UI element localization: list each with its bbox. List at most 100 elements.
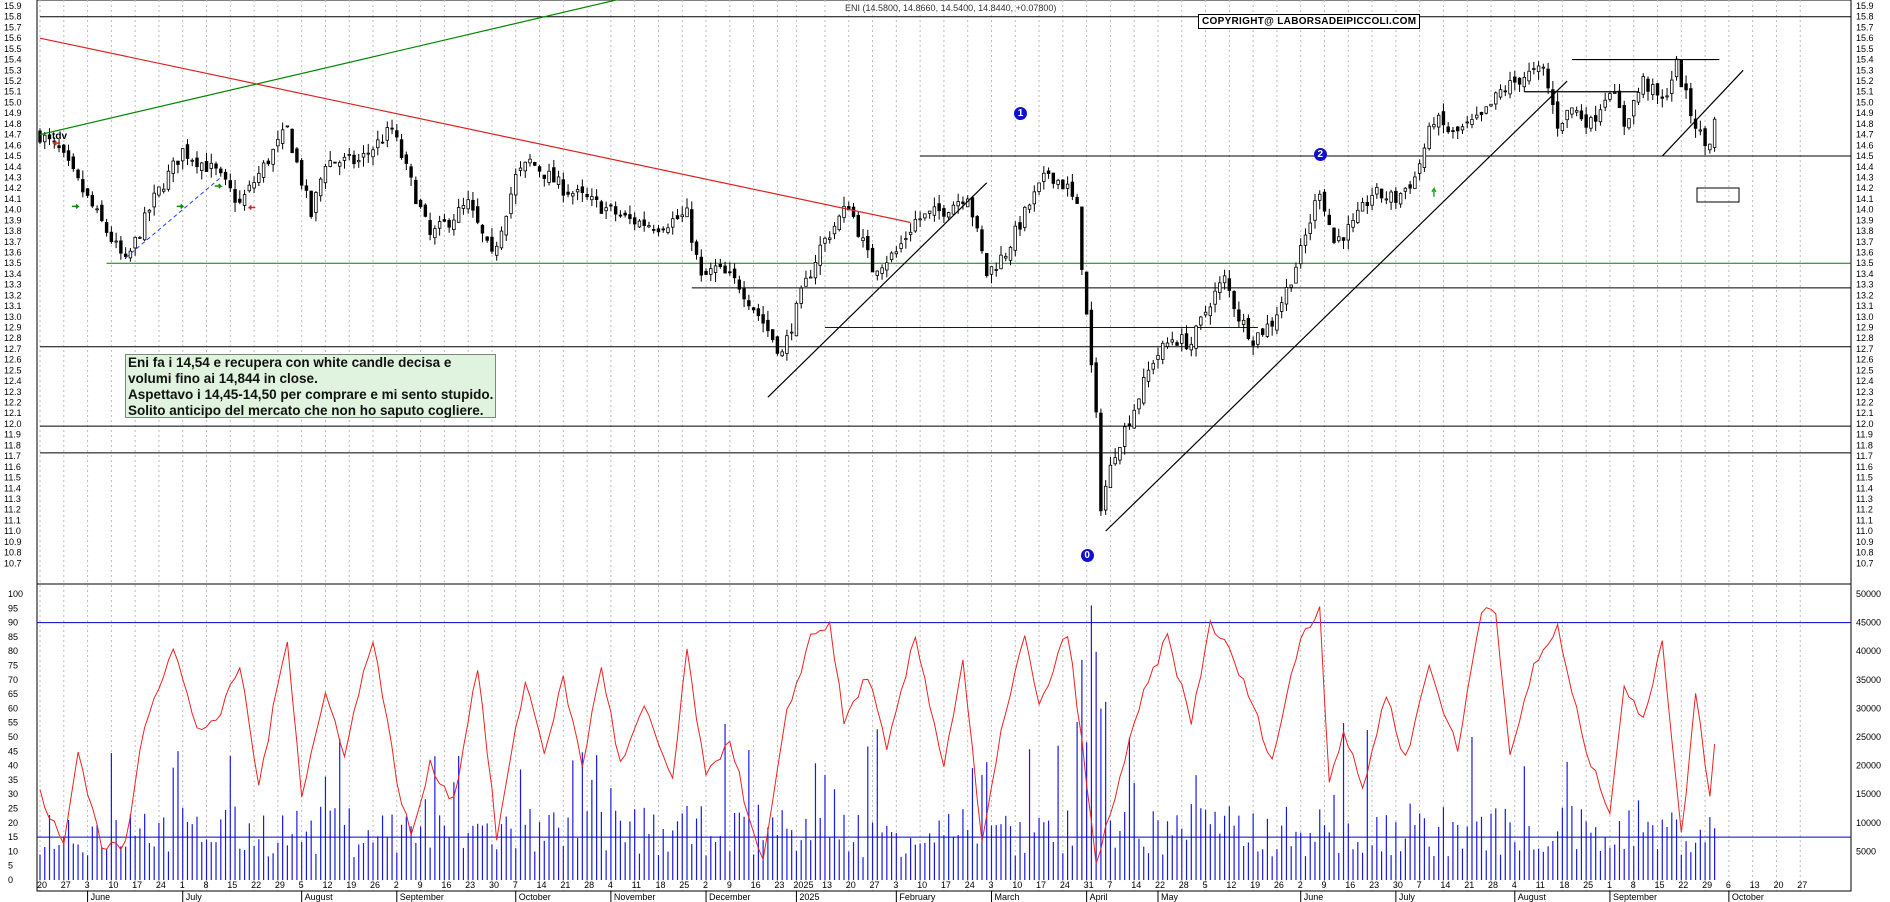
- candle-body: [257, 172, 261, 183]
- candle-body: [685, 207, 689, 218]
- arrow-left-icon: [247, 204, 256, 211]
- candle-body: [190, 159, 194, 162]
- x-tick-label: 11: [632, 880, 641, 890]
- candle-body: [238, 198, 242, 203]
- y-tick-label-right: 11.2: [1856, 505, 1873, 515]
- month-label: February: [899, 892, 936, 902]
- candle-body: [1703, 128, 1707, 147]
- y-tick-label-right: 12.1: [1856, 408, 1874, 418]
- osc-tick-label: 45: [8, 746, 18, 756]
- candle-body: [1460, 126, 1465, 131]
- candle-body: [1175, 342, 1179, 346]
- osc-tick-label: 95: [8, 603, 18, 613]
- candle-body: [680, 214, 684, 218]
- candle-body: [1037, 182, 1041, 192]
- candle-body: [161, 188, 166, 192]
- y-tick-label-right: 13.6: [1856, 247, 1874, 257]
- x-tick-label: 7: [1107, 880, 1112, 890]
- candle-body: [338, 162, 342, 167]
- candle-body: [866, 235, 870, 251]
- candle-body: [1689, 88, 1693, 117]
- candle-body: [780, 351, 784, 357]
- candle-body: [1712, 118, 1717, 148]
- candle-body: [1413, 176, 1417, 189]
- x-tick-label: 20: [846, 880, 856, 890]
- osc-tick-label: 70: [8, 675, 18, 685]
- month-label: October: [1732, 892, 1764, 902]
- osc-tick-label: 5: [8, 861, 13, 871]
- candle-body: [1446, 126, 1450, 133]
- candle-body: [1099, 412, 1103, 512]
- candle-body: [713, 265, 718, 273]
- y-tick-label-left: 13.6: [4, 247, 22, 257]
- candle-body: [818, 244, 822, 266]
- osc-tick-label: 100: [8, 589, 23, 599]
- x-tick-label: 20: [37, 880, 47, 890]
- volume-tick-label: 40000: [1856, 646, 1881, 656]
- trend-line: [1661, 69, 1744, 157]
- x-tick-label: 9: [418, 880, 423, 890]
- x-tick-label: 16: [1345, 880, 1355, 890]
- candle-body: [1189, 343, 1193, 351]
- candle-body: [1622, 105, 1626, 127]
- osc-tick-label: 0: [8, 875, 13, 885]
- candle-body: [1489, 103, 1493, 107]
- candle-body: [751, 307, 756, 311]
- candle-body: [1441, 111, 1446, 126]
- y-tick-label-left: 15.6: [4, 33, 22, 43]
- y-tick-label-right: 13.7: [1856, 237, 1874, 247]
- wave-label-2: 2: [1313, 147, 1327, 161]
- candle-body: [794, 302, 799, 337]
- y-tick-label-right: 15.6: [1856, 33, 1874, 43]
- y-tick-label-left: 14.8: [4, 119, 22, 129]
- y-tick-label-left: 15.9: [4, 1, 22, 11]
- candle-body: [223, 171, 228, 180]
- y-tick-label-right: 14.1: [1856, 194, 1874, 204]
- candle-body: [1080, 206, 1084, 270]
- candle-body: [699, 256, 703, 276]
- candle-body: [613, 206, 618, 215]
- candle-body: [889, 252, 894, 261]
- x-tick-label: 1: [180, 880, 185, 890]
- candle-body: [828, 237, 832, 240]
- candle-body: [428, 220, 432, 235]
- x-tick-label: 28: [584, 880, 594, 890]
- candle-body: [333, 161, 337, 164]
- volume-tick-label: 45000: [1856, 618, 1881, 628]
- candle-body: [514, 174, 518, 196]
- candle-body: [1579, 110, 1584, 120]
- candle-body: [366, 152, 370, 155]
- month-label: September: [400, 892, 444, 902]
- y-tick-label-right: 12.6: [1856, 355, 1874, 365]
- x-tick-label: 25: [1583, 880, 1593, 890]
- y-tick-label-left: 14.7: [4, 130, 22, 140]
- candle-body: [1194, 325, 1198, 349]
- osc-tick-label: 20: [8, 818, 18, 828]
- candle-body: [585, 194, 589, 198]
- month-label: July: [1399, 892, 1416, 902]
- candle-body: [1655, 83, 1660, 96]
- candle-body: [471, 199, 475, 211]
- y-tick-label-right: 13.9: [1856, 215, 1874, 225]
- candle-body: [1351, 220, 1355, 228]
- candle-body: [299, 160, 304, 186]
- candle-body: [523, 161, 527, 172]
- candle-body: [718, 263, 723, 267]
- candle-body: [133, 236, 137, 249]
- trend-lines: [39, 0, 1744, 532]
- candle-body: [1227, 278, 1232, 291]
- y-tick-label-left: 13.4: [4, 269, 22, 279]
- candle-body: [1284, 287, 1289, 305]
- candle-body: [252, 182, 256, 189]
- x-tick-label: 14: [1131, 880, 1141, 890]
- candle-body: [1151, 362, 1155, 370]
- candle-body: [1479, 111, 1484, 116]
- candle-body: [1094, 362, 1098, 413]
- x-tick-label: 14: [537, 880, 547, 890]
- candle-body: [1108, 464, 1113, 489]
- x-tick-label: 3: [988, 880, 993, 890]
- candle-body: [547, 170, 551, 183]
- candlesticks: [38, 55, 1717, 516]
- x-tick-label: 11: [1536, 880, 1545, 890]
- candle-body: [309, 190, 313, 217]
